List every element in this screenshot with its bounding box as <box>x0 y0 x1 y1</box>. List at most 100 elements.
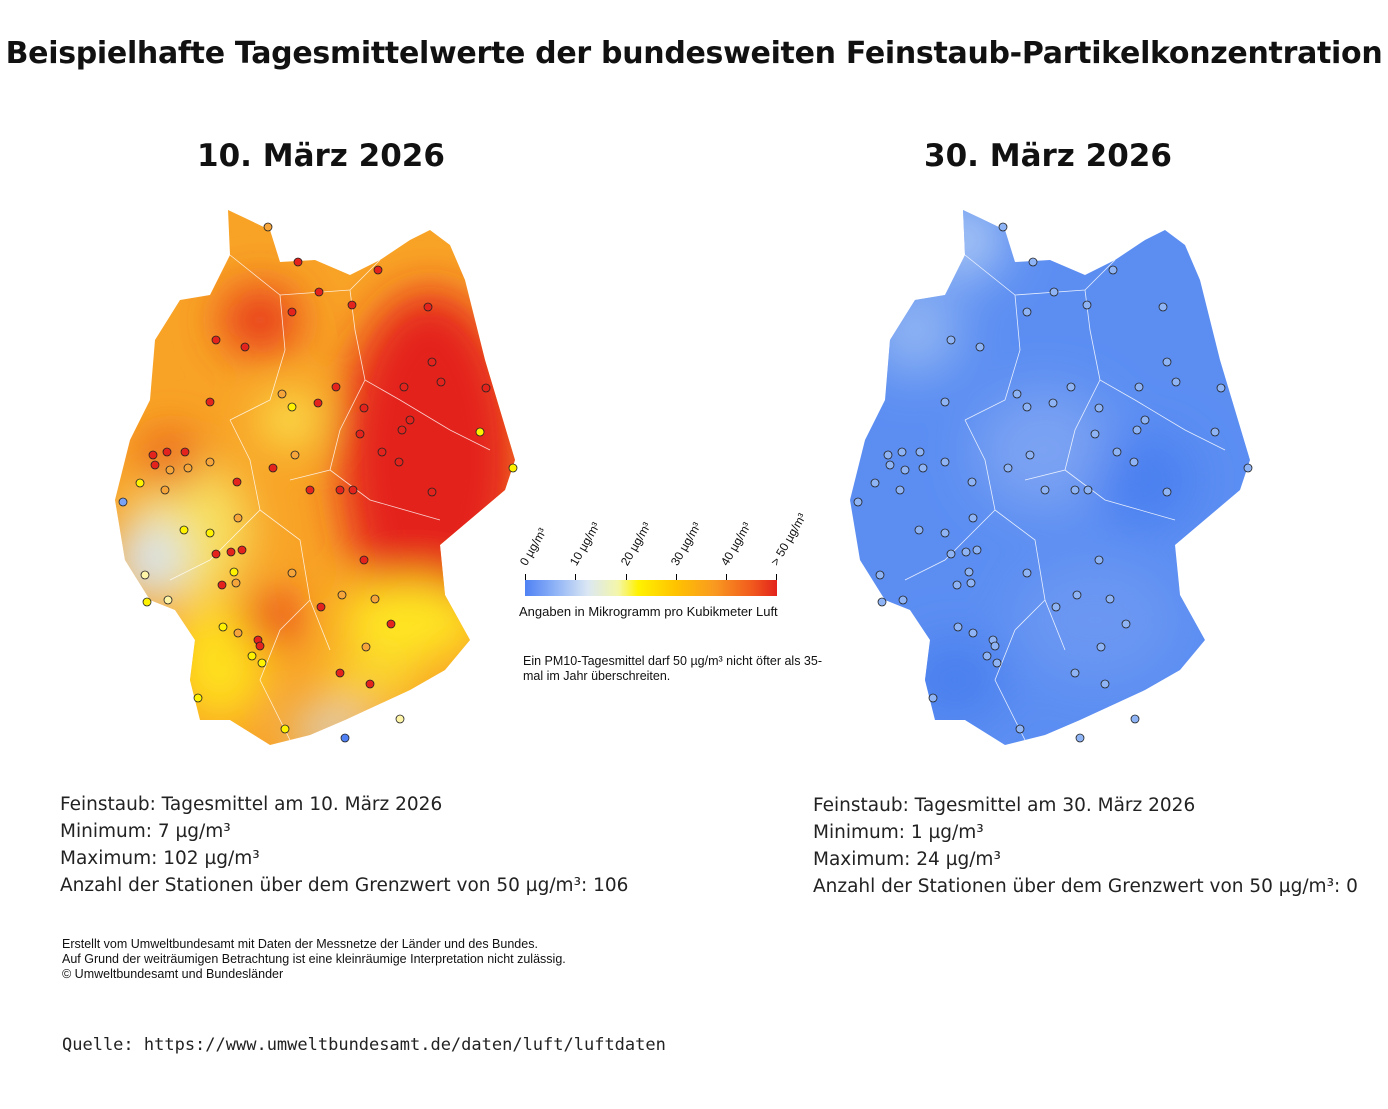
station-marker <box>205 397 215 407</box>
credits-line: © Umweltbundesamt und Bundesländer <box>62 967 284 981</box>
color-legend: 0 µg/m³ 10 µg/m³ 20 µg/m³ 30 µg/m³ 40 µg… <box>515 490 822 700</box>
station-marker <box>1162 487 1172 497</box>
station-marker <box>313 398 323 408</box>
station-marker <box>394 457 404 467</box>
station-marker <box>898 595 908 605</box>
station-marker <box>240 342 250 352</box>
station-marker <box>1049 287 1059 297</box>
station-marker <box>900 465 910 475</box>
station-markers-2 <box>853 222 1253 743</box>
station-marker <box>1108 265 1118 275</box>
station-marker <box>1171 377 1181 387</box>
station-marker <box>377 447 387 457</box>
station-marker <box>1072 590 1082 600</box>
station-marker <box>263 222 273 232</box>
station-marker <box>982 651 992 661</box>
station-marker <box>118 497 128 507</box>
credits-line: Erstellt vom Umweltbundesamt mit Daten d… <box>62 937 538 951</box>
station-marker <box>179 525 189 535</box>
legend-tick-mark <box>575 574 576 581</box>
station-marker <box>277 389 287 399</box>
station-marker <box>953 622 963 632</box>
station-marker <box>247 651 257 661</box>
station-marker <box>1066 382 1076 392</box>
station-marker <box>990 641 1000 651</box>
station-marker <box>1070 668 1080 678</box>
station-marker <box>1132 425 1142 435</box>
station-marker <box>918 463 928 473</box>
legend-tick-mark <box>676 574 677 581</box>
legend-tick-mark <box>626 574 627 581</box>
summary-maximum: Maximum: 24 µg/m³ <box>813 849 1001 870</box>
station-marker <box>1048 398 1058 408</box>
station-marker <box>1121 619 1131 629</box>
summary-heading: Feinstaub: Tagesmittel am 10. März 2026 <box>60 794 443 815</box>
station-marker <box>237 545 247 555</box>
station-marker <box>217 580 227 590</box>
station-marker <box>373 265 383 275</box>
station-marker <box>1100 679 1110 689</box>
station-marker <box>397 425 407 435</box>
summary-maximum: Maximum: 102 µg/m³ <box>60 848 260 869</box>
station-marker <box>870 478 880 488</box>
station-marker <box>337 590 347 600</box>
legend-tick-label: 10 µg/m³ <box>566 519 603 568</box>
map-svg-1 <box>115 210 518 745</box>
station-marker <box>140 570 150 580</box>
station-marker <box>1134 382 1144 392</box>
station-marker <box>340 733 350 743</box>
station-marker <box>163 595 173 605</box>
station-marker <box>1022 307 1032 317</box>
summary-minimum: Minimum: 7 µg/m³ <box>60 821 231 842</box>
summary-heading: Feinstaub: Tagesmittel am 30. März 2026 <box>813 795 1196 816</box>
station-marker <box>883 450 893 460</box>
station-marker <box>853 497 863 507</box>
station-marker <box>355 429 365 439</box>
station-markers-1 <box>118 222 518 743</box>
station-marker <box>885 460 895 470</box>
station-marker <box>1015 724 1025 734</box>
station-marker <box>142 597 152 607</box>
station-marker <box>940 457 950 467</box>
station-marker <box>946 335 956 345</box>
station-marker <box>1003 463 1013 473</box>
station-marker <box>290 450 300 460</box>
station-marker <box>255 641 265 651</box>
station-marker <box>895 485 905 495</box>
station-marker <box>183 463 193 473</box>
legend-tick-label: 0 µg/m³ <box>516 525 550 568</box>
station-marker <box>226 547 236 557</box>
station-marker <box>972 545 982 555</box>
station-marker <box>370 594 380 604</box>
station-marker <box>992 658 1002 668</box>
station-marker <box>211 335 221 345</box>
station-marker <box>268 463 278 473</box>
station-marker <box>1129 457 1139 467</box>
station-marker <box>305 485 315 495</box>
source-link[interactable]: Quelle: https://www.umweltbundesamt.de/d… <box>62 1035 666 1055</box>
station-marker <box>508 463 518 473</box>
station-marker <box>395 714 405 724</box>
station-marker <box>233 513 243 523</box>
summary-march-30: Feinstaub: Tagesmittel am 30. März 2026 … <box>813 792 1358 900</box>
summary-exceedances: Anzahl der Stationen über dem Grenzwert … <box>813 876 1358 897</box>
station-marker <box>875 570 885 580</box>
legend-color-bar <box>525 580 777 596</box>
station-marker <box>405 415 415 425</box>
station-marker <box>968 628 978 638</box>
germany-map-march-30 <box>845 200 1265 750</box>
station-marker <box>233 628 243 638</box>
station-marker <box>1012 389 1022 399</box>
station-marker <box>287 402 297 412</box>
summary-minimum: Minimum: 1 µg/m³ <box>813 822 984 843</box>
station-marker <box>1096 642 1106 652</box>
legend-tick-label: 40 µg/m³ <box>717 519 754 568</box>
station-marker <box>347 300 357 310</box>
station-marker <box>1094 403 1104 413</box>
station-marker <box>914 525 924 535</box>
station-marker <box>1094 555 1104 565</box>
station-marker <box>335 485 345 495</box>
station-marker <box>386 619 396 629</box>
station-marker <box>897 447 907 457</box>
credits: Erstellt vom Umweltbundesamt mit Daten d… <box>62 937 566 982</box>
